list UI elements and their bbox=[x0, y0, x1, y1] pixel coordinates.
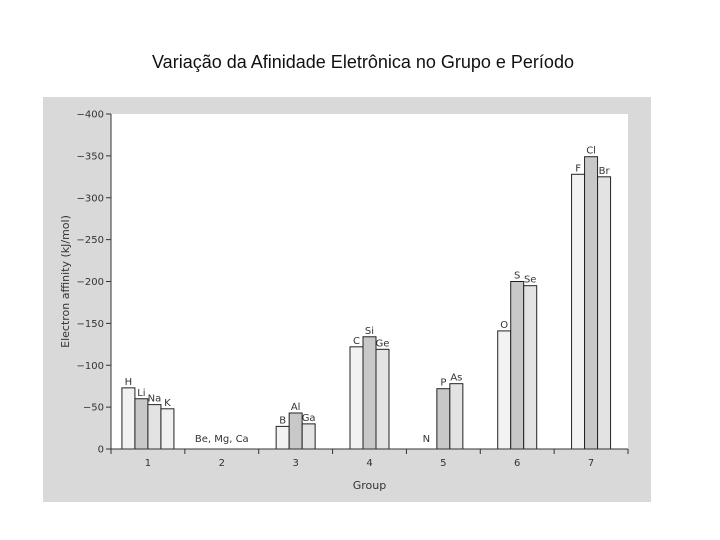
bar-cl bbox=[584, 156, 599, 450]
bar-p bbox=[436, 388, 451, 450]
x-tick-label: 1 bbox=[145, 458, 151, 469]
x-tick-label: 3 bbox=[292, 458, 298, 469]
bar-ge bbox=[375, 348, 390, 450]
bar-c bbox=[349, 346, 364, 450]
bar-si bbox=[362, 336, 377, 450]
bar-label-al: Al bbox=[291, 402, 301, 413]
bars-layer bbox=[121, 156, 612, 450]
bar-al bbox=[288, 412, 303, 450]
bar-h bbox=[121, 387, 136, 450]
y-tick-label: −100 bbox=[77, 361, 104, 372]
bar-o bbox=[497, 330, 512, 450]
bar-label-br: Br bbox=[599, 166, 611, 177]
bar-label-h: H bbox=[125, 377, 133, 388]
bar-f bbox=[571, 173, 586, 450]
bar-label-o: O bbox=[500, 320, 508, 331]
x-tick-label: 5 bbox=[440, 458, 446, 469]
bar-label-n: N bbox=[423, 434, 430, 445]
slide-title: Variação da Afinidade Eletrônica no Grup… bbox=[152, 52, 574, 72]
bar-label-c: C bbox=[353, 336, 360, 347]
bar-label-ga: Ga bbox=[302, 413, 316, 424]
x-tick-label: 2 bbox=[219, 458, 225, 469]
bar-label-p: P bbox=[440, 378, 446, 389]
axes-layer: 0 −50 −100 −150 −200 −250 −300 −350 −400 1 2 3 4 5 6 7 G… bbox=[59, 110, 629, 492]
y-tick-label: −350 bbox=[77, 151, 104, 162]
bar-ga bbox=[301, 423, 316, 450]
y-axis-title: Electron affinity (kJ/mol) bbox=[59, 215, 72, 348]
y-tick-label: −200 bbox=[77, 277, 104, 288]
y-tick-label: −400 bbox=[77, 110, 104, 121]
bar-label-na: Na bbox=[148, 394, 162, 405]
y-tick-label: −300 bbox=[77, 193, 104, 204]
bar-as bbox=[449, 383, 464, 450]
x-tick-label: 7 bbox=[588, 458, 594, 469]
bar-label-f: F bbox=[575, 163, 581, 174]
group-note-label: Be, Mg, Ca bbox=[195, 434, 249, 445]
bar-label-se: Se bbox=[524, 275, 537, 286]
figure-panel: 0 −50 −100 −150 −200 −250 −300 −350 −400 1 2 3 4 5 6 7 G… bbox=[43, 97, 651, 502]
bar-label-b: B bbox=[279, 415, 286, 426]
bar-label-li: Li bbox=[137, 388, 145, 399]
bar-label-s: S bbox=[514, 271, 520, 282]
x-axis-title: Group bbox=[353, 479, 387, 492]
bar-label-as: As bbox=[450, 373, 462, 384]
bar-label-cl: Cl bbox=[586, 146, 596, 157]
x-tick-label: 6 bbox=[514, 458, 520, 469]
bar-label-si: Si bbox=[365, 326, 374, 337]
y-tick-label: −250 bbox=[77, 235, 104, 246]
bar-chart: 0 −50 −100 −150 −200 −250 −300 −350 −400 1 2 3 4 5 6 7 G… bbox=[59, 110, 629, 492]
y-tick-label: 0 bbox=[98, 445, 104, 456]
bar-se bbox=[523, 285, 538, 450]
bar-na bbox=[147, 404, 162, 450]
y-tick-label: −150 bbox=[77, 319, 104, 330]
y-tick-label: −50 bbox=[83, 403, 104, 414]
x-tick-label: 4 bbox=[366, 458, 372, 469]
bar-label-ge: Ge bbox=[376, 338, 390, 349]
bar-s bbox=[510, 281, 525, 450]
bar-br bbox=[597, 176, 612, 450]
bar-k bbox=[160, 408, 175, 450]
bar-label-k: K bbox=[164, 398, 171, 409]
bar-b bbox=[275, 425, 290, 450]
bar-li bbox=[134, 398, 149, 450]
